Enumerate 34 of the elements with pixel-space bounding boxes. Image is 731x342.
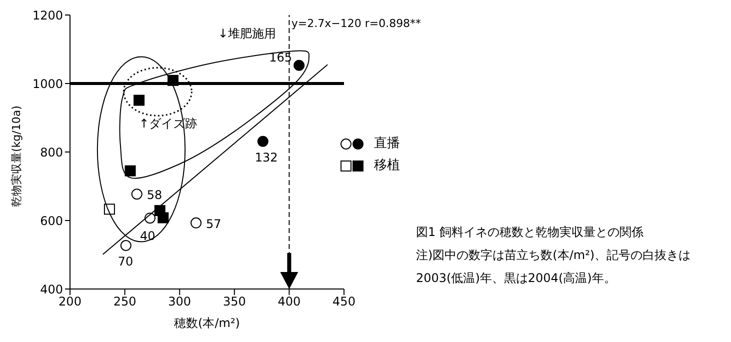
x-axis-title: 穂数(本/m²) <box>174 316 240 330</box>
y-tick-label: 600 <box>40 214 63 228</box>
y-tick-label: 1200 <box>32 8 63 22</box>
x-tick-label: 200 <box>58 294 82 309</box>
annotation: 132 <box>254 150 278 164</box>
x-tick-label: 250 <box>113 294 136 309</box>
annotation: 58 <box>146 188 162 202</box>
text: 注)図中の数字は苗立ち数(本/m²)、記号の白抜きは <box>416 247 691 264</box>
point <box>158 212 169 224</box>
y-tick-label: 800 <box>40 145 63 160</box>
annotation: ↓堆肥施用 <box>218 26 276 40</box>
point <box>190 217 202 228</box>
annotation: 40 <box>140 229 156 244</box>
point <box>257 136 268 147</box>
y-tick-label: 1000 <box>32 76 63 91</box>
y-axis-title: 乾物実収量(kg/10a) <box>10 106 23 207</box>
annotation: 70 <box>118 254 134 269</box>
legend-label: 移植 <box>374 157 400 175</box>
point <box>120 240 132 252</box>
x-tick-label: 450 <box>332 294 356 309</box>
point <box>134 94 145 106</box>
x-tick-label: 350 <box>222 294 246 309</box>
annotation: y=2.7x−120 r=0.898** <box>291 17 422 30</box>
x-tick-label: 300 <box>168 294 192 309</box>
point <box>124 165 136 176</box>
point <box>131 188 142 200</box>
text: 図1 飼料イネの穂数と乾物実収量との関係 <box>416 224 644 241</box>
text: 2003(低温)年、黒は2004(高温)年。 <box>416 270 617 287</box>
legend-label: 直播 <box>374 135 400 153</box>
annotation: 57 <box>206 216 222 231</box>
x-tick-label: 400 <box>278 294 301 309</box>
point <box>294 60 305 71</box>
y-tick-label: 400 <box>40 282 63 296</box>
point <box>168 74 179 86</box>
